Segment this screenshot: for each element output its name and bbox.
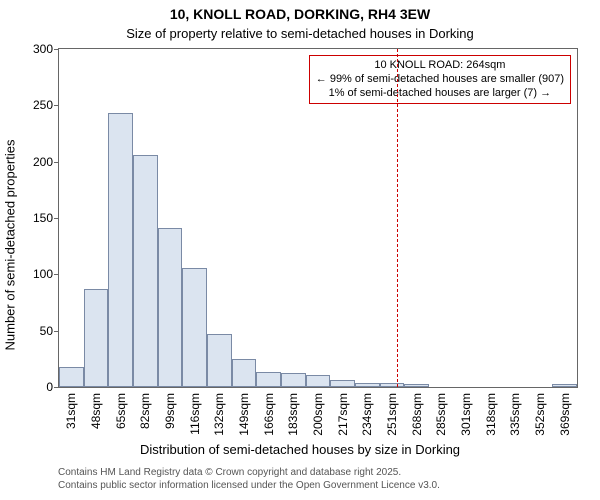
attribution-line-2: Contains public sector information licen…: [58, 479, 440, 492]
y-axis-label: Number of semi-detached properties: [3, 140, 18, 351]
x-axis-label: Distribution of semi-detached houses by …: [0, 442, 600, 457]
marker-line: [397, 49, 398, 387]
x-tick-label: 217sqm: [336, 393, 350, 436]
x-tick-label: 369sqm: [558, 393, 572, 436]
histogram-bar: [552, 384, 577, 387]
x-tick-label: 234sqm: [360, 393, 374, 436]
y-tick-label: 100: [13, 267, 59, 281]
histogram-bar: [404, 384, 429, 387]
y-tick-label: 250: [13, 98, 59, 112]
x-tick-label: 132sqm: [212, 393, 226, 436]
x-tick-label: 268sqm: [410, 393, 424, 436]
plot-area: 10 KNOLL ROAD: 264sqm ← 99% of semi-deta…: [58, 48, 578, 388]
x-tick-label: 285sqm: [434, 393, 448, 436]
histogram-bar: [256, 372, 281, 387]
histogram-bar: [281, 373, 306, 387]
attribution-line-1: Contains HM Land Registry data © Crown c…: [58, 466, 440, 479]
chart-subtitle: Size of property relative to semi-detach…: [0, 26, 600, 41]
x-tick-label: 318sqm: [484, 393, 498, 436]
x-tick-label: 31sqm: [64, 393, 78, 429]
annotation-line-2: ← 99% of semi-detached houses are smalle…: [316, 73, 564, 87]
histogram-bar: [355, 383, 380, 388]
y-tick-label: 150: [13, 211, 59, 225]
y-tick-label: 200: [13, 155, 59, 169]
x-tick-label: 335sqm: [508, 393, 522, 436]
x-tick-label: 166sqm: [262, 393, 276, 436]
chart-container: { "chart": { "type": "histogram", "title…: [0, 0, 600, 500]
x-tick-label: 200sqm: [311, 393, 325, 436]
x-tick-label: 301sqm: [459, 393, 473, 436]
histogram-bar: [133, 155, 158, 387]
y-tick-label: 300: [13, 42, 59, 56]
histogram-bar: [158, 228, 183, 387]
histogram-bar: [330, 380, 355, 387]
histogram-bar: [306, 375, 331, 387]
histogram-bar: [182, 268, 207, 387]
attribution-text: Contains HM Land Registry data © Crown c…: [58, 466, 440, 492]
annotation-line-3: 1% of semi-detached houses are larger (7…: [316, 87, 564, 101]
histogram-bar: [108, 113, 133, 387]
x-tick-label: 48sqm: [89, 393, 103, 429]
chart-title: 10, KNOLL ROAD, DORKING, RH4 3EW: [0, 6, 600, 22]
histogram-bar: [232, 359, 257, 387]
y-tick-label: 50: [13, 324, 59, 338]
histogram-bar: [59, 367, 84, 387]
x-tick-label: 82sqm: [138, 393, 152, 429]
annotation-line-1: 10 KNOLL ROAD: 264sqm: [316, 59, 564, 73]
x-tick-label: 352sqm: [533, 393, 547, 436]
histogram-bar: [380, 383, 405, 388]
histogram-bar: [207, 334, 232, 387]
x-tick-label: 251sqm: [385, 393, 399, 436]
x-tick-label: 99sqm: [163, 393, 177, 429]
y-tick-label: 0: [13, 380, 59, 394]
histogram-bar: [84, 289, 109, 387]
annotation-box: 10 KNOLL ROAD: 264sqm ← 99% of semi-deta…: [309, 55, 571, 104]
x-tick-label: 183sqm: [286, 393, 300, 436]
x-tick-label: 116sqm: [188, 393, 202, 435]
x-tick-label: 149sqm: [237, 393, 251, 436]
x-tick-label: 65sqm: [114, 393, 128, 429]
